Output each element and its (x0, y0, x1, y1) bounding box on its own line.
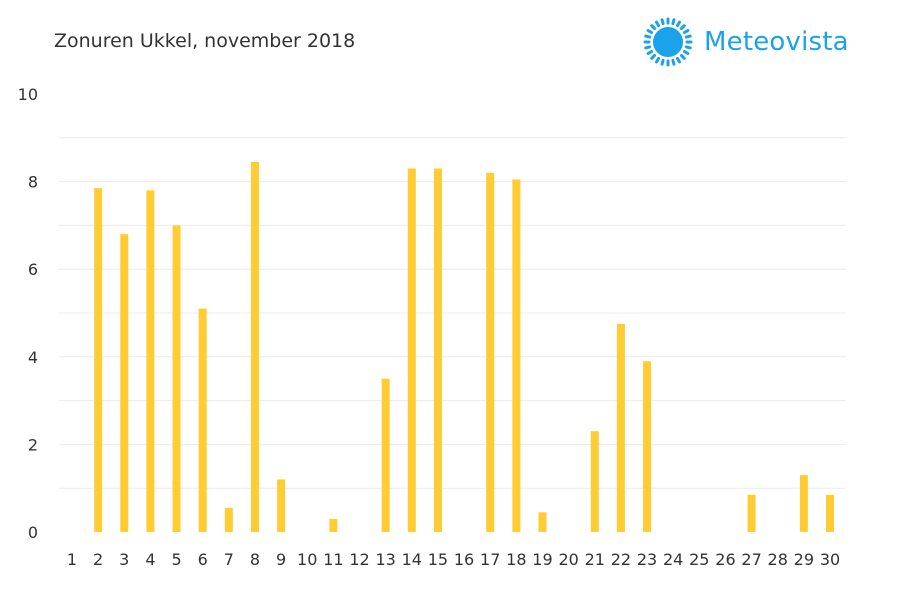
sun-ray (676, 20, 681, 28)
x-tick-label: 23 (637, 550, 657, 569)
x-tick-label: 14 (402, 550, 422, 569)
bar (747, 494, 756, 532)
x-tick-label: 1 (67, 550, 77, 569)
bar (329, 518, 338, 532)
x-tick-label: 19 (532, 550, 552, 569)
x-tick-label: 3 (119, 550, 129, 569)
sun-ray (671, 58, 676, 66)
bar (643, 361, 652, 532)
sun-ray (646, 29, 654, 34)
x-tick-label: 13 (375, 550, 395, 569)
x-tick-label: 17 (480, 550, 500, 569)
bar (616, 323, 625, 532)
sun-ray (684, 34, 692, 39)
y-tick-label: 4 (28, 348, 38, 367)
sun-icon (643, 17, 693, 67)
bar (250, 161, 259, 532)
sun-ray (682, 50, 690, 55)
x-tick-label: 5 (171, 550, 181, 569)
sun-ray (679, 24, 686, 31)
sun-ray (655, 56, 660, 64)
x-tick-label: 15 (428, 550, 448, 569)
bar (172, 225, 181, 532)
bar (826, 494, 834, 532)
sun-ray (679, 53, 686, 60)
x-tick-label: 29 (794, 550, 814, 569)
sun-ray (650, 53, 657, 60)
x-tick-label: 9 (276, 550, 286, 569)
sun-ray (660, 58, 665, 66)
x-tick-label: 30 (820, 550, 840, 569)
y-tick-label: 2 (28, 435, 38, 454)
sun-ray (676, 56, 681, 64)
sun-ray (655, 20, 660, 28)
brand-name: Meteovista (704, 27, 849, 57)
x-tick-label: 27 (741, 550, 761, 569)
bar (538, 512, 547, 532)
y-tick-label: 8 (28, 173, 38, 192)
bar (198, 308, 207, 532)
bar (224, 507, 233, 532)
x-tick-label: 16 (454, 550, 474, 569)
sun-ray (646, 50, 654, 55)
sun-ray (682, 29, 690, 34)
x-tick-label: 18 (506, 550, 526, 569)
x-tick-label: 6 (198, 550, 208, 569)
bar (94, 188, 103, 533)
sun-ray (671, 18, 676, 26)
x-tick-label: 2 (93, 550, 103, 569)
bar (433, 168, 442, 532)
bar (407, 168, 416, 532)
x-tick-label: 25 (689, 550, 709, 569)
bar (486, 172, 495, 532)
sun-ray (684, 45, 692, 50)
x-tick-label: 28 (768, 550, 788, 569)
y-tick-label: 10 (18, 85, 38, 104)
x-tick-label: 22 (611, 550, 631, 569)
x-tick-label: 24 (663, 550, 683, 569)
x-tick-label: 11 (323, 550, 343, 569)
bar (120, 234, 129, 532)
sun-ray (650, 24, 657, 31)
sun-ray (644, 34, 652, 39)
bar (590, 431, 599, 532)
x-tick-label: 4 (145, 550, 155, 569)
bar (381, 378, 390, 532)
bar (146, 190, 155, 533)
chart-title: Zonuren Ukkel, november 2018 (54, 30, 356, 52)
sun-ray (644, 45, 652, 50)
x-tick-label: 8 (250, 550, 260, 569)
x-tick-label: 12 (349, 550, 369, 569)
bar (277, 479, 286, 532)
x-tick-label: 20 (558, 550, 578, 569)
x-tick-label: 26 (715, 550, 735, 569)
bar (512, 179, 521, 532)
bar (799, 475, 808, 532)
y-tick-label: 6 (28, 260, 38, 279)
y-tick-label: 0 (28, 523, 38, 542)
x-tick-label: 21 (585, 550, 605, 569)
x-tick-label: 7 (224, 550, 234, 569)
x-tick-label: 10 (297, 550, 317, 569)
brand-logo: Meteovista (642, 16, 849, 68)
sun-ray (660, 18, 665, 26)
